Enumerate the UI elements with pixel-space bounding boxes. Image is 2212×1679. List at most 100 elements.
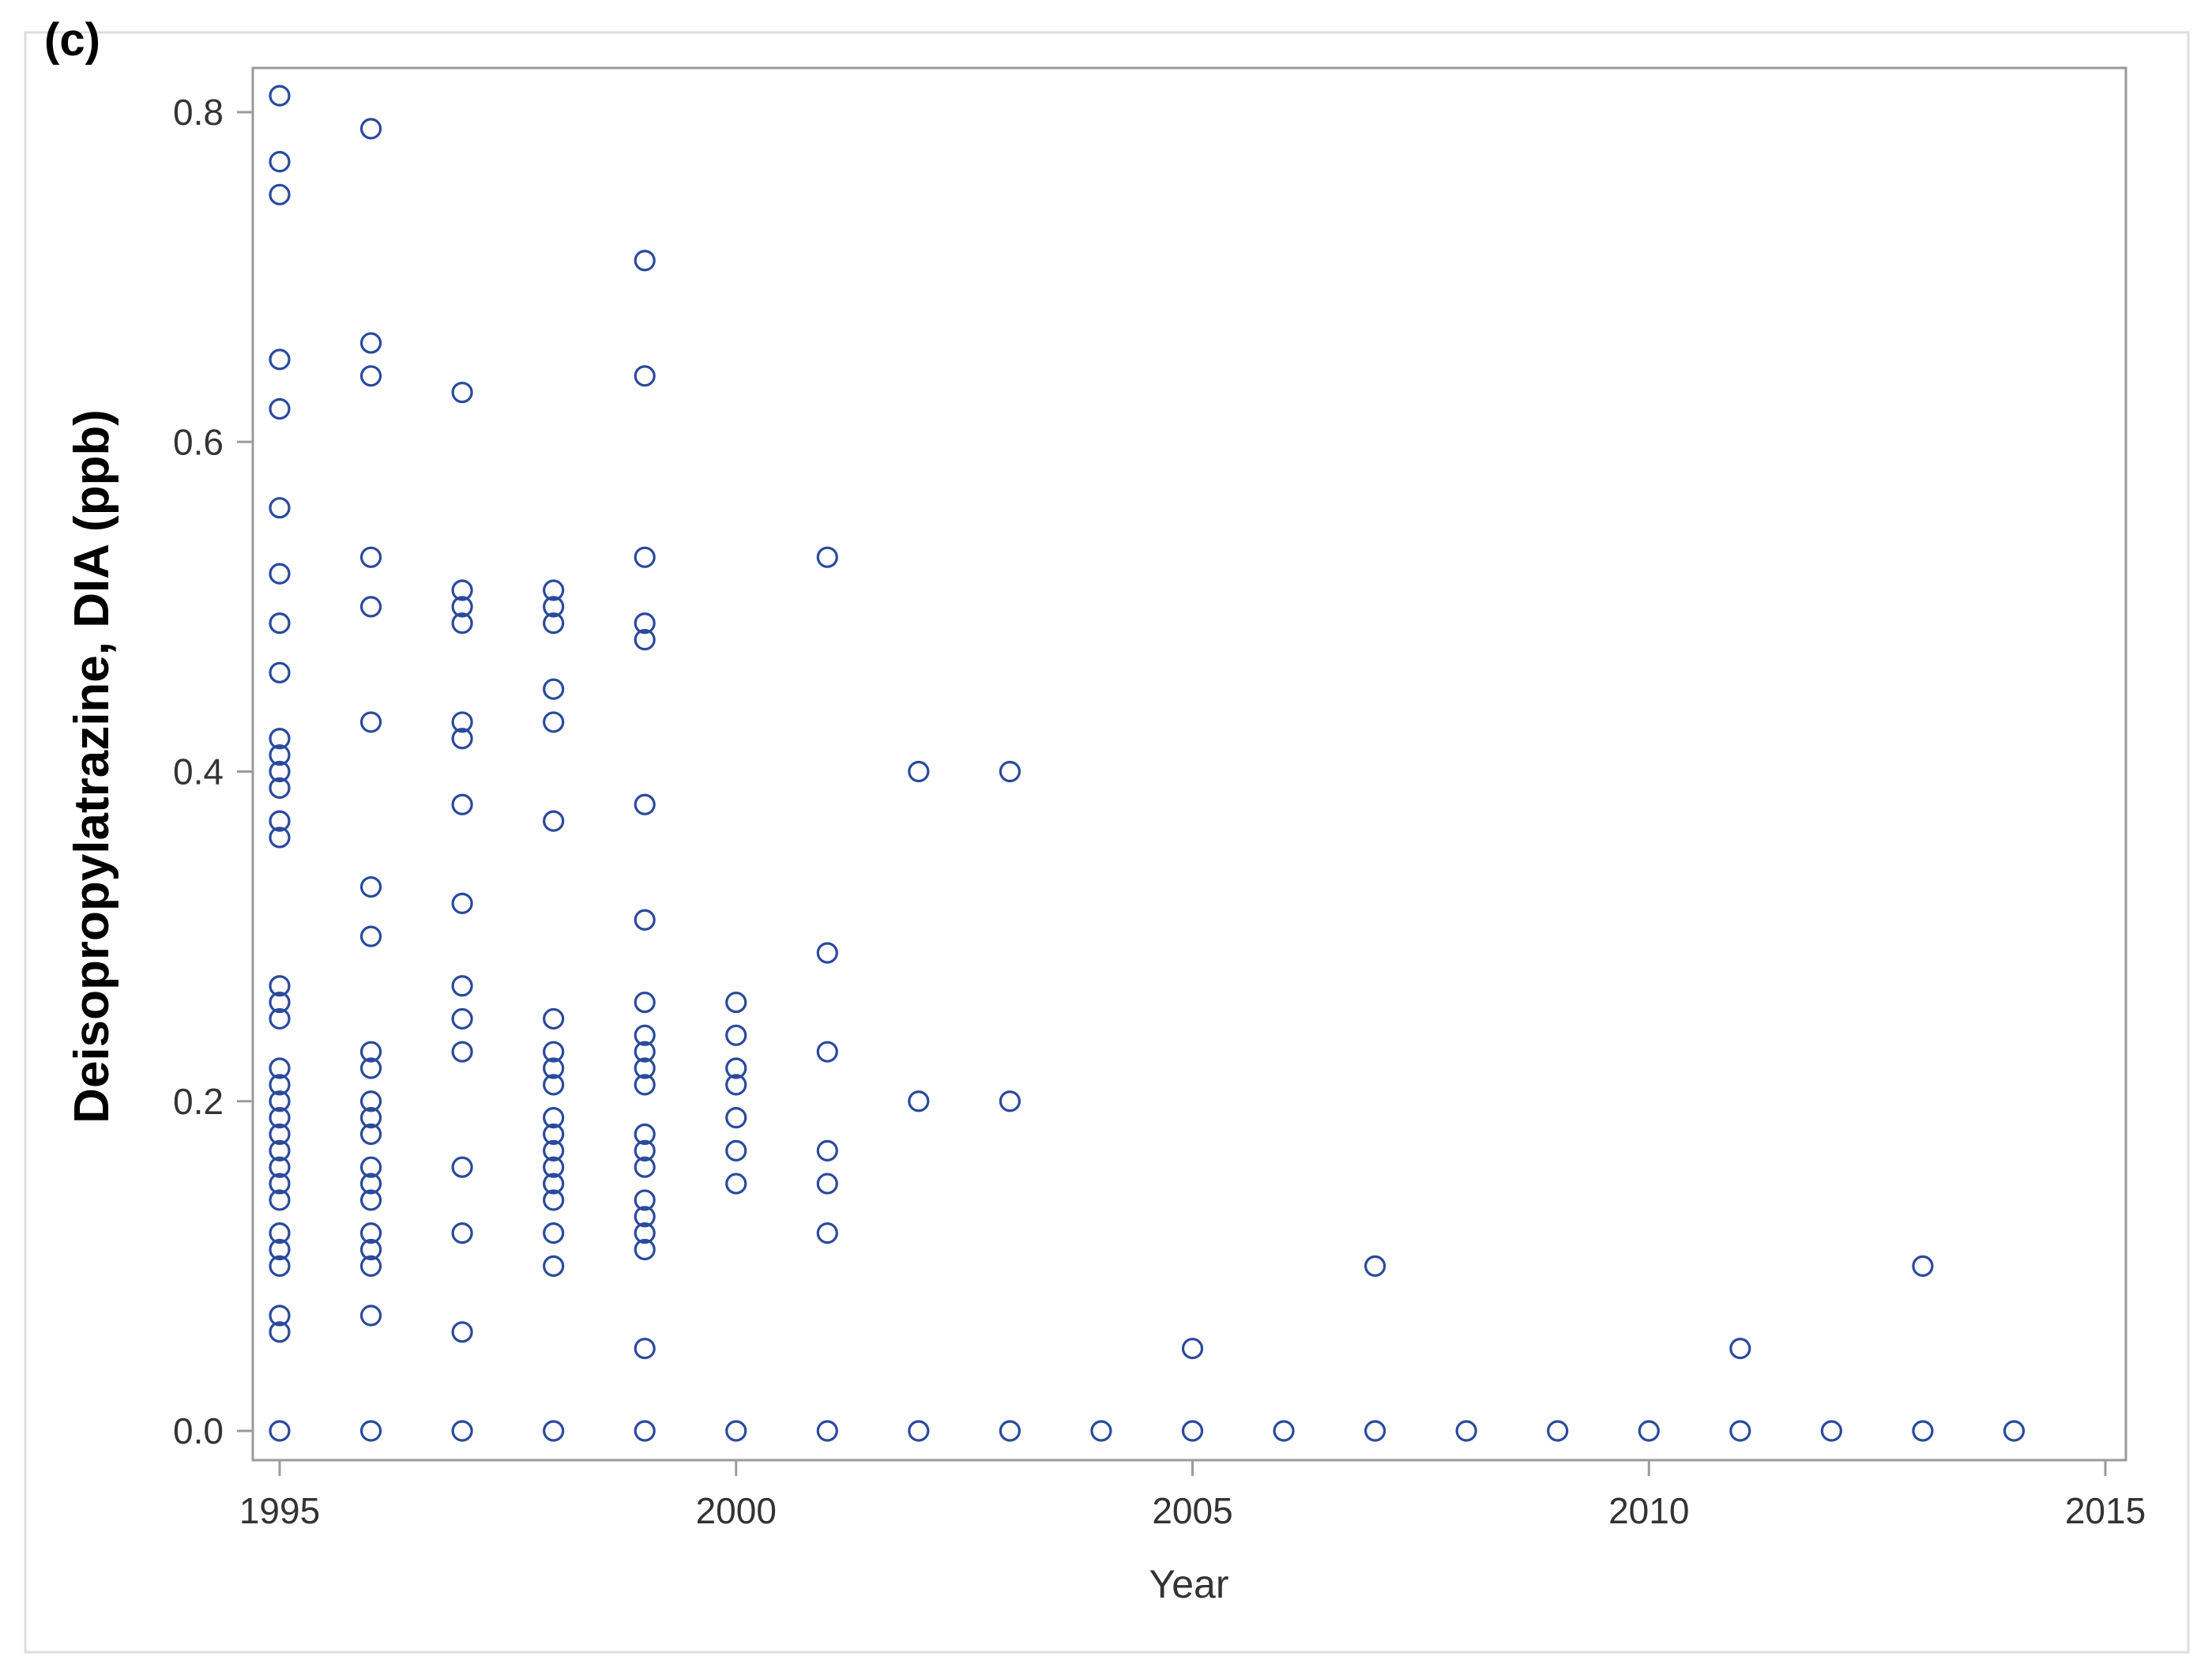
data-point [1273, 1420, 1295, 1442]
data-point [269, 612, 291, 634]
data-point [269, 1321, 291, 1343]
data-point [543, 1074, 565, 1096]
data-point [451, 711, 473, 733]
data-point [451, 1041, 473, 1063]
data-point [269, 1222, 291, 1244]
data-point [543, 1041, 565, 1063]
y-axis-title: Deisopropylatrazine, DIA (ppb) [65, 409, 119, 1124]
data-point [725, 1107, 747, 1129]
data-point [2003, 1420, 2026, 1442]
figure-border [24, 31, 2190, 1654]
data-point [269, 1107, 291, 1129]
data-point [269, 150, 291, 173]
data-point [359, 1222, 382, 1244]
data-point [816, 1420, 838, 1442]
data-point [543, 596, 565, 618]
data-point [359, 546, 382, 568]
data-point [725, 1074, 747, 1096]
data-point [543, 579, 565, 601]
data-point [999, 1420, 1021, 1442]
data-point [1181, 1420, 1204, 1442]
data-point [269, 1007, 291, 1030]
data-point [359, 596, 382, 618]
data-point [543, 612, 565, 634]
data-point [634, 1338, 656, 1360]
data-point [634, 1123, 656, 1146]
data-point [1455, 1420, 1477, 1442]
data-point [269, 975, 291, 997]
data-point [359, 118, 382, 140]
data-point [634, 1041, 656, 1063]
data-point [269, 397, 291, 420]
data-point [359, 1173, 382, 1195]
data-point [451, 1156, 473, 1178]
data-points [269, 85, 2026, 1442]
x-axis: 1995 2000 2005 2010 2015 [239, 1459, 2146, 1531]
data-point [269, 1189, 291, 1211]
data-point [269, 728, 291, 750]
x-tick-label: 2005 [1152, 1490, 1232, 1531]
data-point [359, 332, 382, 354]
x-tick-label: 2015 [2065, 1490, 2146, 1531]
data-point [269, 1304, 291, 1327]
data-point [451, 1420, 473, 1442]
data-point [269, 563, 291, 585]
data-point [451, 793, 473, 815]
data-point [269, 777, 291, 799]
data-point [543, 1156, 565, 1178]
data-point [269, 183, 291, 205]
data-point [269, 1156, 291, 1178]
data-point [359, 1255, 382, 1277]
data-point [269, 760, 291, 783]
data-point [999, 1090, 1021, 1112]
data-point [359, 1057, 382, 1079]
data-point [1729, 1338, 1751, 1360]
data-point [816, 546, 838, 568]
data-point [634, 1420, 656, 1442]
data-point [359, 1123, 382, 1146]
data-point [908, 1420, 930, 1442]
data-point [451, 579, 473, 601]
data-point [1364, 1420, 1386, 1442]
data-point [269, 1238, 291, 1261]
data-point [816, 1222, 838, 1244]
data-point [543, 1222, 565, 1244]
data-point [634, 365, 656, 387]
data-point [725, 1173, 747, 1195]
data-point [1364, 1255, 1386, 1277]
plot-frame [251, 66, 2127, 1462]
data-point [269, 661, 291, 683]
data-point [269, 1420, 291, 1442]
data-point [359, 1189, 382, 1211]
data-point [359, 925, 382, 947]
data-point [816, 942, 838, 964]
data-point [451, 1007, 473, 1030]
data-point [269, 1123, 291, 1146]
data-point [1912, 1420, 1934, 1442]
data-point [634, 1206, 656, 1228]
data-point [359, 711, 382, 733]
data-point [359, 1304, 382, 1327]
data-point [725, 991, 747, 1014]
data-point [634, 991, 656, 1014]
data-point [1912, 1255, 1934, 1277]
y-tick-label: 0.8 [173, 92, 224, 133]
data-point [725, 1024, 747, 1046]
data-point [269, 1074, 291, 1096]
data-point [634, 1139, 656, 1161]
data-point [908, 1090, 930, 1112]
data-point [725, 1057, 747, 1079]
data-point [359, 1420, 382, 1442]
data-point [359, 1041, 382, 1063]
y-tick-label: 0.0 [173, 1410, 224, 1451]
data-point [359, 875, 382, 898]
data-point [269, 744, 291, 766]
y-tick-label: 0.2 [173, 1081, 224, 1122]
data-point [1638, 1420, 1660, 1442]
data-point [359, 1238, 382, 1261]
data-point [543, 1420, 565, 1442]
data-point [816, 1173, 838, 1195]
data-point [725, 1420, 747, 1442]
data-point [359, 1090, 382, 1112]
data-point [269, 348, 291, 371]
